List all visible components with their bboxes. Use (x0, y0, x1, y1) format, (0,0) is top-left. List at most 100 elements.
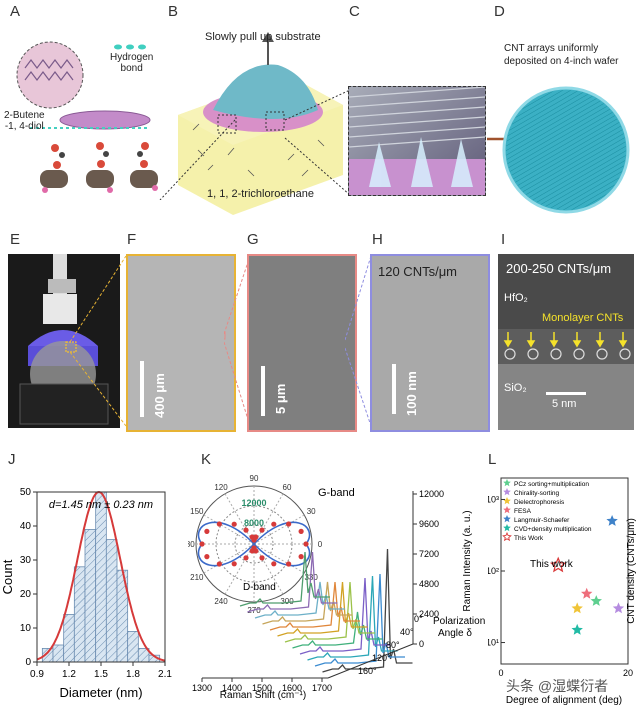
panel-label-i: I (501, 231, 506, 248)
polar-angle-label: 300 (280, 597, 294, 606)
scale-label-f: 400 μm (152, 373, 167, 418)
polar-angle-label: 120 (214, 483, 228, 492)
panel-label-k: K (201, 451, 212, 468)
polar-data-point (199, 541, 205, 547)
scatter-ylabel: CNT density (CNTs/μm) (626, 518, 637, 624)
watermark: 头条 @湿蝶衍者 (506, 678, 609, 694)
raman-spectrum-line (239, 551, 330, 607)
legend-entry: PCz sorting+multiplication (514, 481, 589, 488)
panel-label-f: F (127, 231, 137, 248)
histogram-bar (95, 491, 107, 663)
panel-c-closeup (348, 86, 486, 196)
histogram-ytick-label: 40 (20, 521, 32, 532)
polar-spoke (253, 543, 305, 574)
raman-spectrum-line (247, 551, 338, 613)
cnt-arrows (503, 332, 631, 360)
polar-angle-label: 180 (188, 540, 195, 549)
histogram-bar (127, 630, 139, 663)
polar-data-point (271, 521, 277, 527)
molecule-chains (40, 142, 158, 193)
polar-data-point (216, 561, 222, 567)
histogram-xtick-label: 2.1 (158, 669, 172, 680)
histogram-bar (63, 613, 75, 663)
raman-chart: 12000 8000 03060901201501802102402703003… (188, 474, 485, 701)
histogram-xlabel: Diameter (nm) (59, 685, 142, 700)
polar-spoke (253, 543, 284, 595)
polar-data-point (216, 521, 222, 527)
scatter-xtick-label: 20 (623, 668, 633, 678)
histogram-xtick-label: 0.9 (30, 669, 44, 680)
density-label-i: 200-250 CNTs/μm (506, 261, 612, 276)
legend-marker (502, 531, 512, 542)
hfo2-label: HfO₂ (504, 292, 528, 304)
alignment-scatter-chart: PCz sorting+multiplication Chirality-sort… (488, 477, 637, 706)
data-point (590, 595, 602, 606)
polar-data-point (231, 521, 237, 527)
legend-entry: This Work (514, 535, 544, 542)
polar-data-point (286, 521, 292, 527)
raman-xtick-label: 1700 (312, 683, 332, 693)
polar-inset: 12000 8000 03060901201501802102402703003… (188, 474, 323, 615)
histogram-bar (52, 644, 65, 663)
polar-data-point (298, 528, 304, 534)
polar-data-point (259, 527, 265, 533)
legend-marker (503, 506, 511, 514)
polar-data-point (253, 548, 259, 554)
raman-xtick-label: 1500 (252, 683, 272, 693)
zoom-lines-bc (159, 90, 351, 200)
panel-a-schematic (16, 41, 158, 193)
raman-xlabel: Raman Shift (cm⁻¹) (220, 690, 306, 701)
legend-marker (503, 479, 511, 487)
polar-spoke (224, 493, 255, 545)
polar-spoke (224, 543, 255, 595)
scatter-ytick-label: 10² (488, 566, 499, 576)
gaussian-fit-line (36, 490, 166, 662)
histogram-xtick-label: 1.8 (126, 669, 140, 680)
polarization-label: Polarization (433, 616, 485, 627)
panel-label-a: A (10, 3, 21, 20)
raman-ytick-label: 4800 (419, 579, 439, 589)
data-point (581, 587, 593, 599)
zoom-lines-fg (224, 255, 251, 427)
polar-data-point (204, 528, 210, 534)
polar-angle-label: 90 (250, 474, 259, 483)
polarization-angle-label: Angle δ (438, 628, 472, 639)
histogram-bar (73, 566, 86, 663)
polar-spoke (203, 514, 255, 545)
data-point (612, 602, 625, 614)
panel-f-sem: 400 μm (126, 254, 236, 432)
raman-xtick-label: 1400 (222, 683, 242, 693)
monolayer-label: Monolayer CNTs (542, 312, 624, 324)
panel-label-l: L (488, 451, 497, 468)
histogram-ylabel: Count (0, 559, 15, 594)
polar-angle-label: 60 (283, 483, 292, 492)
polar-data-point (259, 555, 265, 561)
scale-bar-g (261, 366, 265, 416)
legend-marker (503, 524, 511, 532)
raman-xtick-label: 1300 (192, 683, 212, 693)
raman-ytick-label: 7200 (419, 549, 439, 559)
histogram-ytick-label: 0 (25, 657, 31, 668)
d-band-label: D-band (243, 582, 276, 593)
legend-marker (503, 515, 511, 523)
panel-label-j: J (8, 451, 16, 468)
hydrogen-bond-label: Hydrogen bond (110, 52, 154, 74)
histogram-ytick-label: 20 (20, 589, 32, 600)
zoom-circle (16, 41, 84, 109)
polar-spoke (253, 493, 284, 545)
polar-r-label-12000: 12000 (241, 498, 266, 508)
raman-xtick-label: 1600 (282, 683, 302, 693)
polar-angle-label: 150 (190, 507, 204, 516)
histogram-annotation: d=1.45 nm ± 0.23 nm (49, 499, 153, 511)
wafer-caption: CNT arrays uniformly deposited on 4-inch… (504, 43, 619, 67)
zoom-lines-ef (70, 255, 127, 427)
substrate-disk (59, 110, 151, 130)
raman-ytick-label: 2400 (419, 609, 439, 619)
scale-bar-f (140, 361, 144, 417)
this-work-label: This work (530, 559, 574, 570)
panel-b-schematic (178, 32, 343, 215)
polar-data-point (249, 534, 255, 540)
scale-bar-i (546, 392, 586, 395)
polar-data-point (243, 555, 249, 561)
panel-label-c: C (349, 3, 360, 20)
